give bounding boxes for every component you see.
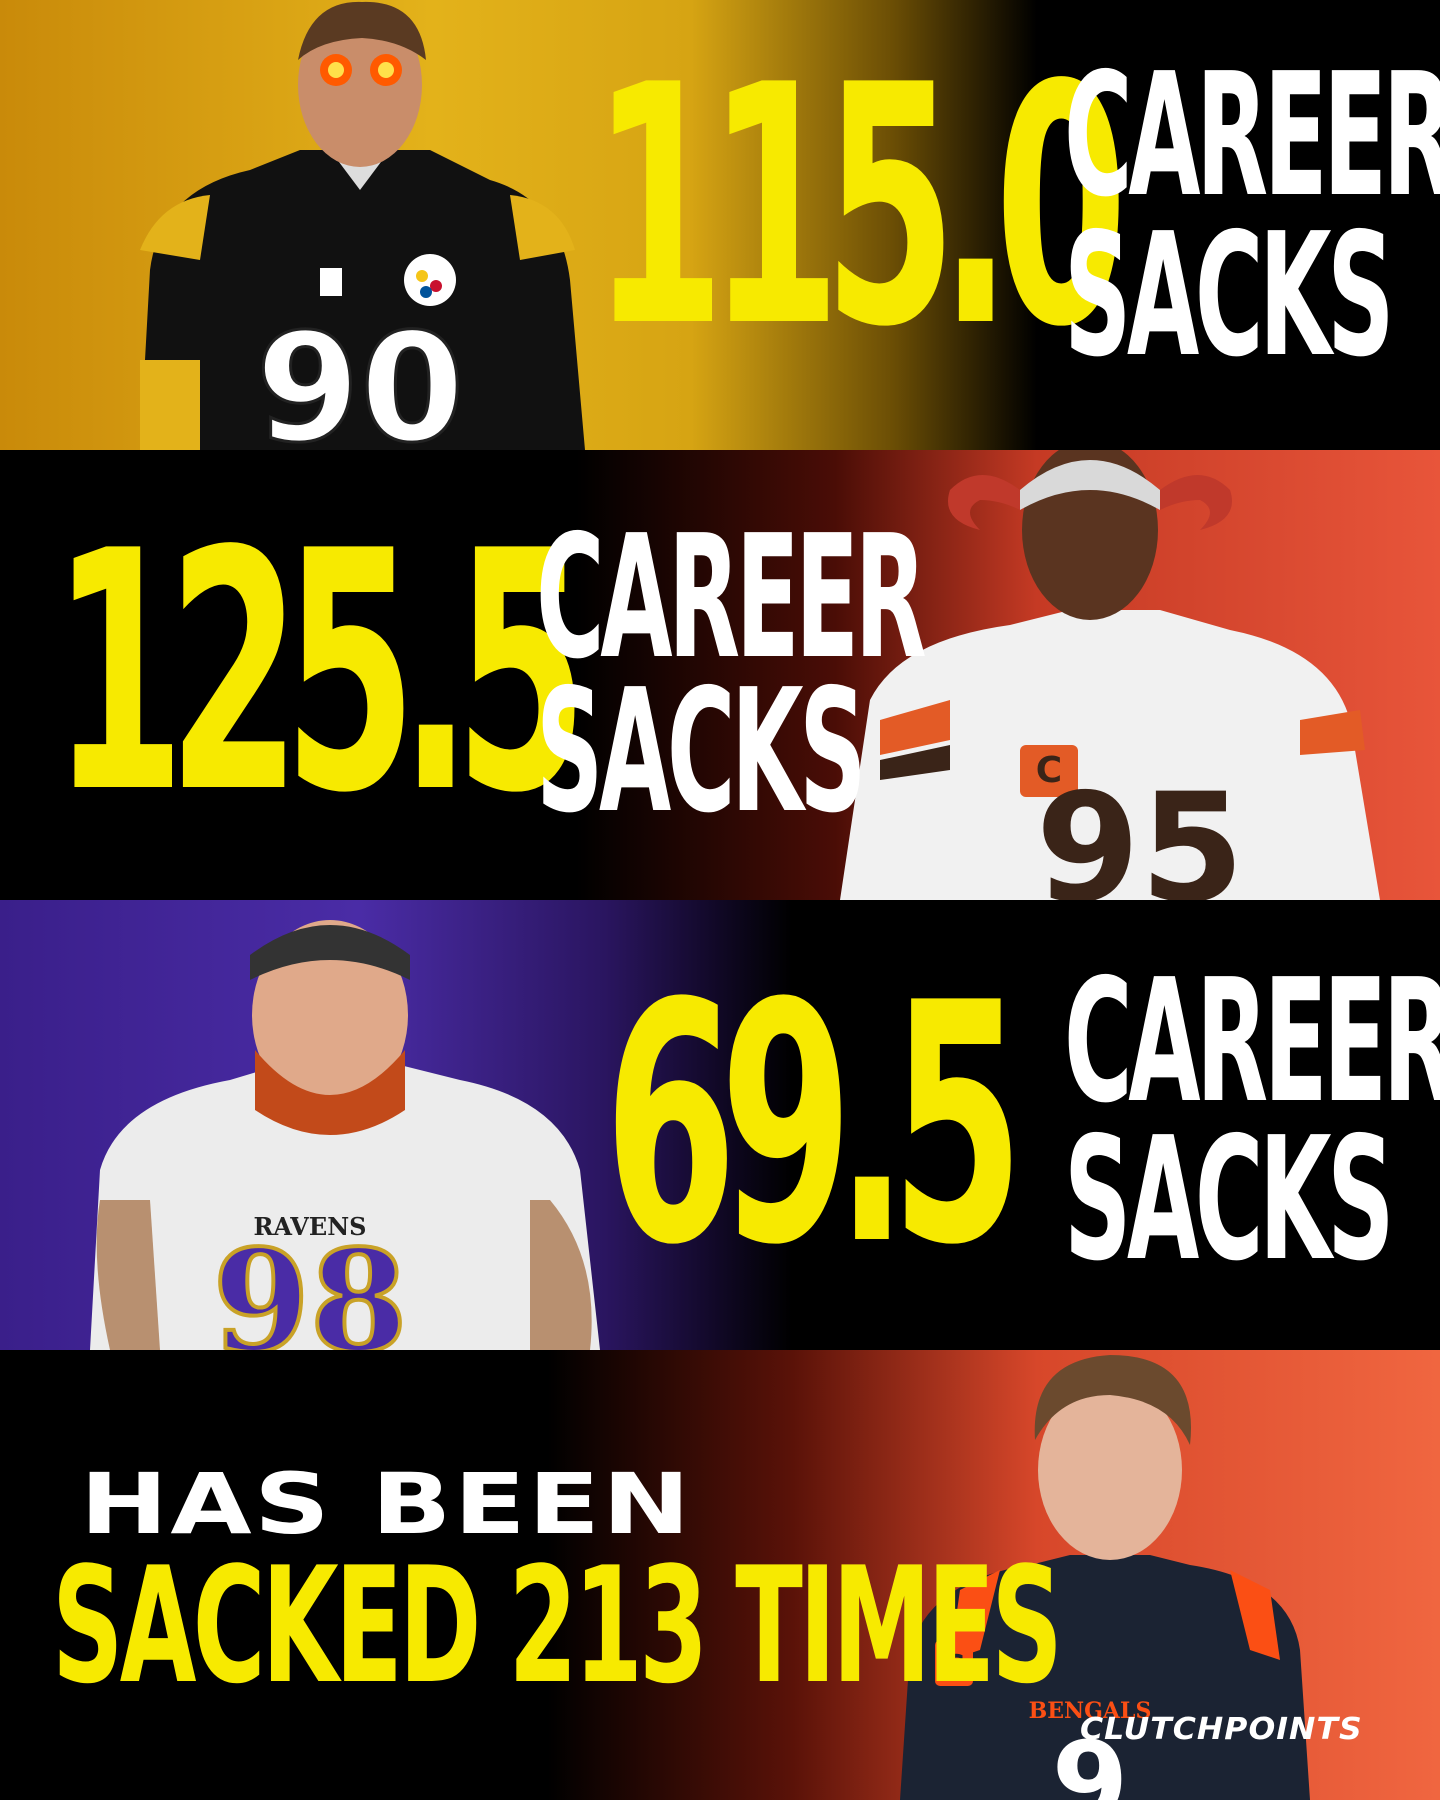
player-photo-ravens: RAVENS 98	[90, 920, 600, 1350]
stat-value: 125.5	[52, 481, 588, 865]
jersey-number: 9	[1052, 1718, 1129, 1800]
stat-label-line1: CAREER	[536, 499, 927, 697]
player-photo-browns: C 95	[840, 450, 1380, 900]
panel-bengals: C BENGALS 9	[0, 1350, 1440, 1800]
panel-browns: C 95 125.5 CAREER SACKS	[0, 450, 1440, 900]
stat-label-line1: CAREER	[1064, 943, 1440, 1141]
stat-value: 115.0	[592, 15, 1128, 399]
stat-label-line2: SACKS	[1064, 197, 1395, 395]
player-photo-bengals: C BENGALS 9	[900, 1355, 1310, 1800]
jersey-team: BENGALS	[1029, 1698, 1152, 1724]
jersey-team: RAVENS	[253, 1212, 366, 1241]
stat-label-line1: CAREER	[1064, 37, 1440, 235]
player-photo-steelers: 90	[140, 1, 585, 450]
svg-text:C: C	[1036, 750, 1062, 791]
panel-ravens: RAVENS 98 69.5 CAREER SACKS	[0, 900, 1440, 1350]
panel-steelers: 90 115.0 CAREER SACKS	[0, 0, 1440, 450]
stat-value: 69.5	[604, 933, 1024, 1317]
headline-line1: HAS BEEN	[80, 1455, 693, 1553]
svg-text:C: C	[944, 1648, 965, 1681]
stat-label-line2: SACKS	[536, 653, 867, 851]
brand-logo: CLUTCHPOINTS	[1080, 1712, 1363, 1747]
headline-line2: SACKED 213 TIMES	[52, 1532, 1063, 1719]
stat-label-line2: SACKS	[1064, 1101, 1395, 1299]
jersey-number: 98	[213, 1220, 408, 1350]
jersey-number: 95	[1036, 762, 1245, 900]
jersey-number: 90	[256, 302, 465, 450]
